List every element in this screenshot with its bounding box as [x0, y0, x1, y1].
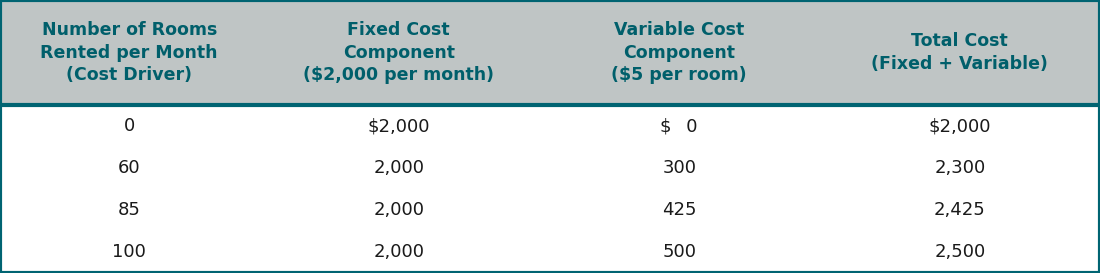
Text: 300: 300	[662, 159, 696, 177]
Text: Total Cost
(Fixed + Variable): Total Cost (Fixed + Variable)	[871, 32, 1048, 73]
Text: 2,000: 2,000	[373, 243, 425, 261]
Text: Number of Rooms
Rented per Month
(Cost Driver): Number of Rooms Rented per Month (Cost D…	[41, 21, 218, 84]
Text: $2,000: $2,000	[928, 117, 991, 135]
Text: Variable Cost
Component
($5 per room): Variable Cost Component ($5 per room)	[612, 21, 747, 84]
Text: 0: 0	[123, 117, 135, 135]
Bar	[0, 105, 1100, 273]
Text: 425: 425	[662, 201, 696, 219]
Text: 2,500: 2,500	[934, 243, 986, 261]
Text: Fixed Cost
Component
($2,000 per month): Fixed Cost Component ($2,000 per month)	[304, 21, 494, 84]
Text: 2,000: 2,000	[373, 159, 425, 177]
Text: 500: 500	[662, 243, 696, 261]
Text: 2,425: 2,425	[934, 201, 986, 219]
Text: $  0: $ 0	[660, 117, 698, 135]
Text: 85: 85	[118, 201, 141, 219]
Text: 2,300: 2,300	[934, 159, 986, 177]
Text: 100: 100	[112, 243, 146, 261]
Text: 60: 60	[118, 159, 141, 177]
Bar	[0, 0, 1100, 105]
Text: $2,000: $2,000	[367, 117, 430, 135]
Text: 2,000: 2,000	[373, 201, 425, 219]
